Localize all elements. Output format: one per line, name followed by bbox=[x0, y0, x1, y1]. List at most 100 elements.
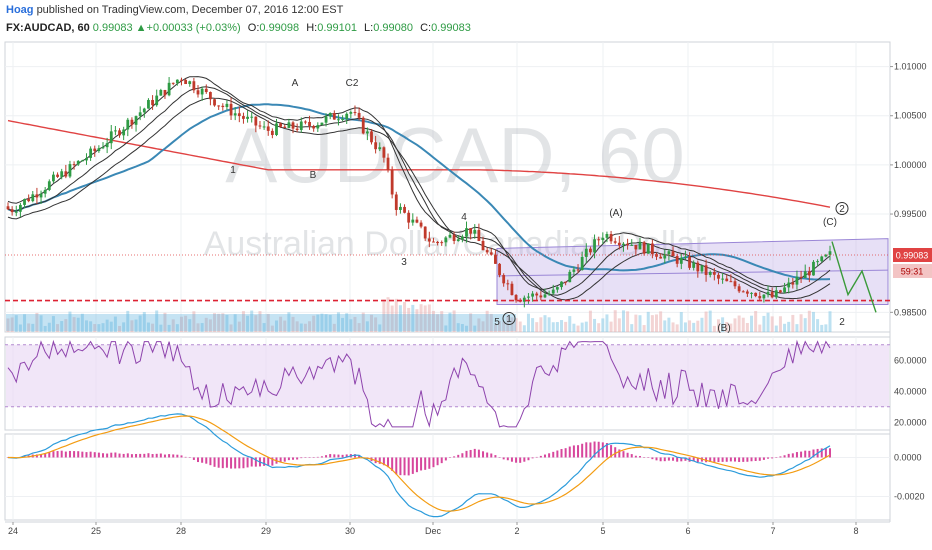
macd-histogram-bar bbox=[155, 453, 158, 458]
volume-bar bbox=[163, 312, 167, 332]
candle-body bbox=[382, 147, 386, 158]
volume-bar bbox=[394, 298, 398, 332]
candle-body bbox=[233, 113, 237, 116]
volume-bar bbox=[146, 322, 150, 332]
volume-bar bbox=[626, 311, 630, 332]
macd-histogram-bar bbox=[461, 453, 464, 458]
candle-body bbox=[799, 276, 803, 278]
candle-body bbox=[522, 297, 526, 302]
volume-bar bbox=[816, 319, 820, 332]
macd-histogram-bar bbox=[436, 457, 439, 466]
wave-label: A bbox=[292, 78, 299, 89]
macd-histogram-bar bbox=[754, 457, 757, 461]
macd-histogram-bar bbox=[420, 457, 423, 471]
candle-body bbox=[485, 250, 489, 253]
volume-bar bbox=[663, 320, 667, 332]
candle-body bbox=[113, 130, 117, 132]
candle-body bbox=[460, 236, 464, 240]
wave-label: 5 bbox=[494, 317, 500, 328]
volume-bar bbox=[692, 322, 696, 332]
candle-body bbox=[287, 122, 291, 128]
volume-bar bbox=[365, 321, 369, 332]
candle-body bbox=[700, 265, 704, 272]
volume-bar bbox=[555, 322, 559, 332]
volume-bar bbox=[122, 322, 126, 332]
volume-bar bbox=[456, 323, 460, 332]
candle-body bbox=[304, 121, 307, 123]
candle-body bbox=[85, 157, 88, 161]
macd-histogram-bar bbox=[473, 448, 476, 458]
candle-body bbox=[807, 271, 811, 276]
macd-histogram-bar bbox=[498, 457, 501, 458]
macd-histogram-bar bbox=[329, 454, 332, 458]
candle-body bbox=[394, 194, 398, 210]
candle-body bbox=[423, 226, 427, 239]
candle-body bbox=[316, 125, 320, 129]
volume-bar bbox=[192, 311, 196, 332]
volume-bar bbox=[609, 321, 613, 332]
candle-body bbox=[68, 164, 72, 177]
author-name[interactable]: Hoag bbox=[6, 4, 34, 16]
candle-body bbox=[390, 170, 394, 195]
candle-body bbox=[337, 119, 340, 121]
volume-bar bbox=[60, 321, 64, 332]
rsi-tick-label: 60.0000 bbox=[894, 355, 927, 365]
candle-body bbox=[605, 233, 609, 238]
volume-bar bbox=[465, 325, 469, 332]
macd-histogram-bar bbox=[64, 451, 67, 458]
volume-bar bbox=[184, 315, 188, 332]
candle-body bbox=[795, 276, 799, 285]
volume-bar bbox=[287, 312, 291, 332]
candle-body bbox=[725, 278, 729, 282]
volume-bar bbox=[774, 325, 778, 332]
macd-histogram-bar bbox=[337, 454, 340, 458]
volume-bar bbox=[787, 321, 791, 332]
macd-histogram-bar bbox=[283, 457, 286, 462]
volume-bar bbox=[250, 310, 254, 332]
candle-body bbox=[386, 157, 390, 171]
volume-bar bbox=[539, 317, 543, 332]
candle-body bbox=[403, 206, 406, 213]
volume-bar bbox=[659, 311, 663, 332]
candle-body bbox=[828, 251, 832, 255]
volume-bar bbox=[683, 322, 687, 332]
macd-histogram-bar bbox=[287, 457, 290, 461]
volume-bar bbox=[700, 317, 704, 332]
volume-bar bbox=[795, 324, 799, 332]
last-price-badge-bg bbox=[893, 248, 932, 262]
candle-body bbox=[514, 295, 518, 301]
volume-bar bbox=[336, 312, 340, 332]
volume-bar bbox=[68, 311, 72, 332]
volume-bar bbox=[655, 314, 659, 332]
candle-body bbox=[465, 228, 468, 237]
volume-bar bbox=[10, 317, 14, 332]
candle-body bbox=[684, 256, 687, 258]
volume-bar bbox=[419, 304, 423, 332]
symbol-label: FX:AUDCAD, 60 bbox=[6, 22, 90, 34]
candle-body bbox=[564, 281, 568, 283]
macd-histogram-bar bbox=[560, 448, 563, 458]
rsi-tick-label: 40.0000 bbox=[894, 386, 927, 396]
candle-body bbox=[704, 265, 708, 275]
candle-body bbox=[258, 125, 262, 127]
candle-body bbox=[650, 243, 654, 255]
macd-histogram-bar bbox=[783, 455, 786, 458]
candle-body bbox=[679, 257, 683, 264]
candle-body bbox=[209, 92, 212, 100]
candle-body bbox=[750, 292, 753, 294]
candle-body bbox=[774, 290, 778, 298]
volume-bar bbox=[349, 319, 353, 332]
volume-bar bbox=[597, 323, 601, 332]
macd-histogram-bar bbox=[643, 457, 646, 458]
volume-bar bbox=[431, 310, 435, 332]
volume-bar bbox=[469, 313, 473, 332]
candle-body bbox=[35, 194, 39, 198]
volume-bar bbox=[427, 304, 431, 332]
candle-body bbox=[498, 263, 501, 276]
candle-body bbox=[341, 118, 344, 120]
volume-bar bbox=[241, 311, 245, 332]
macd-histogram-bar bbox=[725, 457, 728, 462]
candle-body bbox=[816, 261, 820, 263]
macd-histogram-bar bbox=[638, 456, 641, 458]
